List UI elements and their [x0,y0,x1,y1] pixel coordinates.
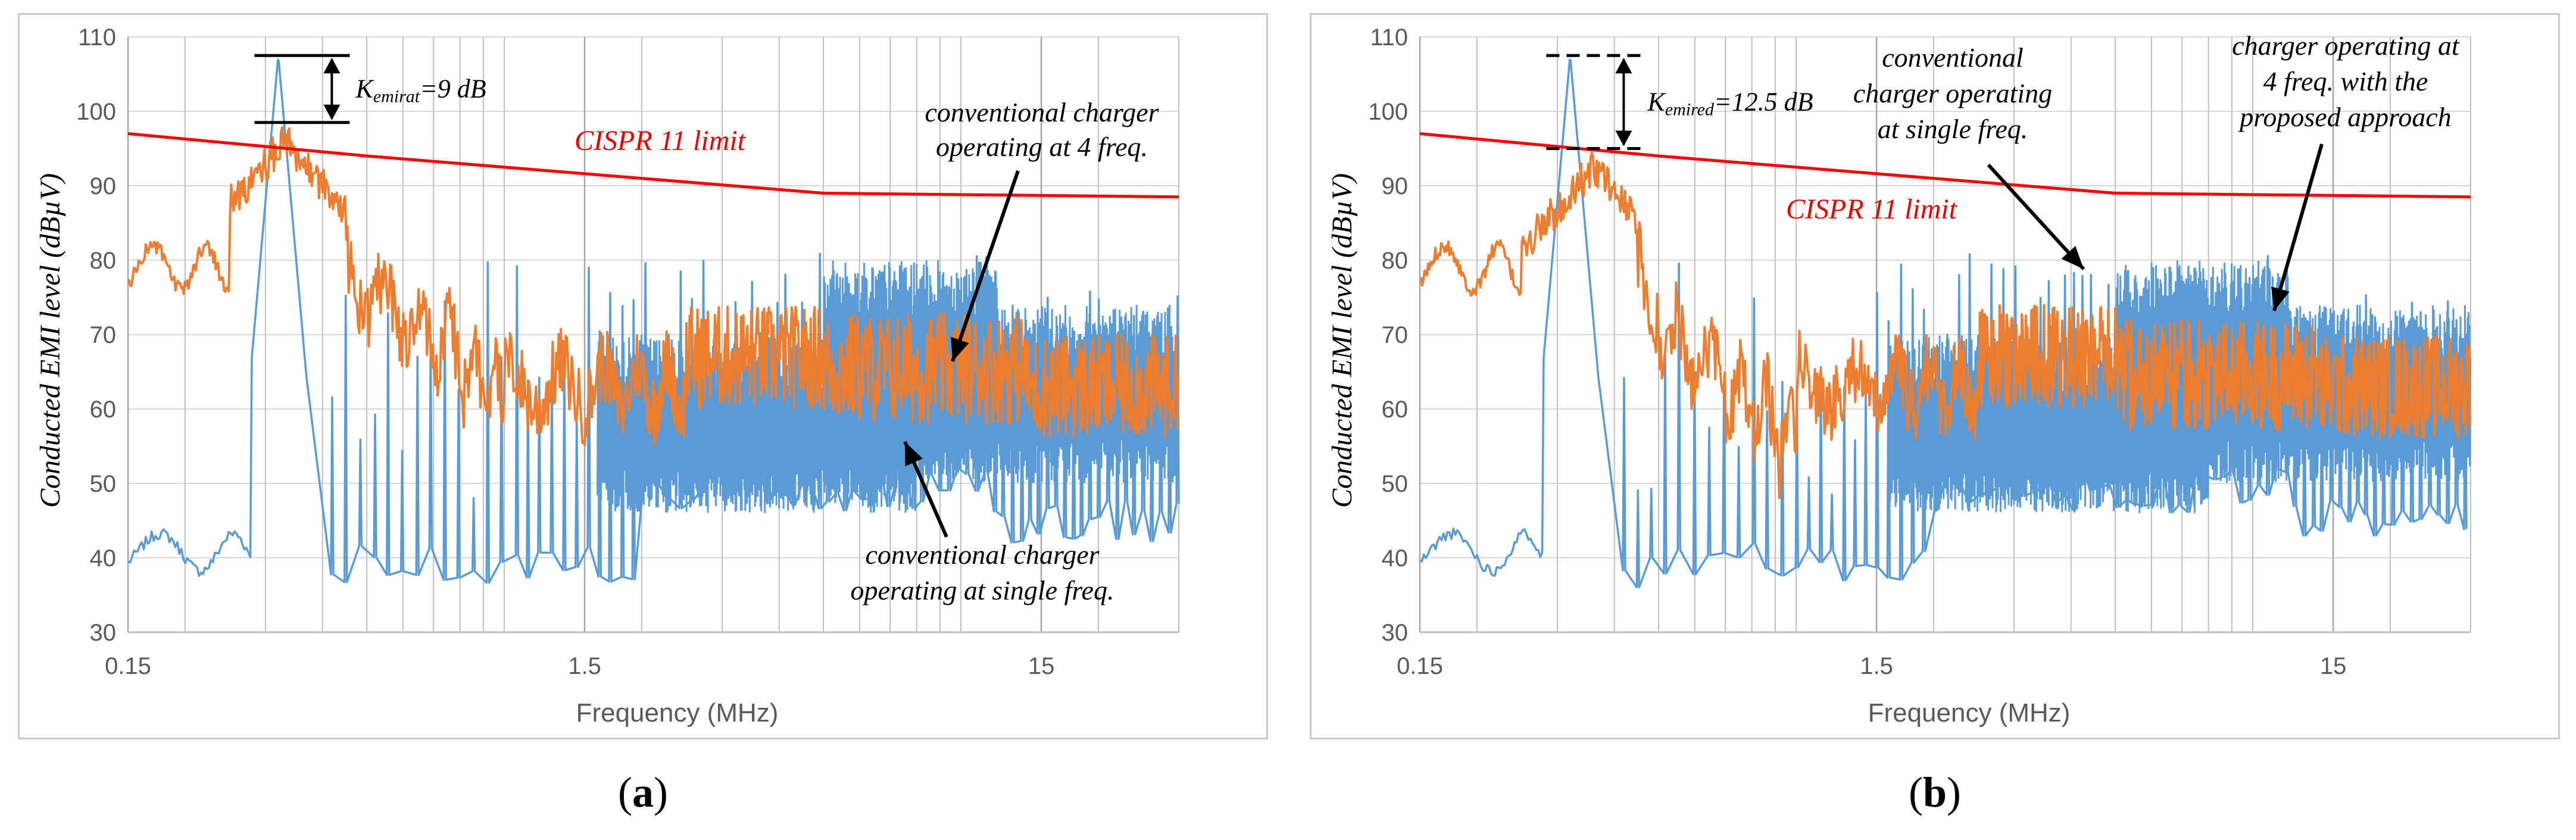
y-tick-label: 70 [90,322,117,348]
y-tick-label: 70 [1382,322,1409,348]
y-tick-label: 90 [1382,173,1409,199]
emi-chart-b: 30 40 50 60 70 80 90 100 110 0.15 1.5 15 Frequency (… [1326,24,2471,727]
orange-series-label: operating at 4 freq. [936,132,1148,162]
x-axis-title: Frequency (MHz) [1868,698,2071,727]
x-tick-label: 15 [1028,653,1055,679]
limit-label: CISPR 11 limit [1786,193,1958,225]
k-label: Kemired=12.5 dB [1647,87,1813,119]
series-line-4-freq [127,126,1179,446]
blue-arrow-head [905,442,923,467]
y-tick-label: 110 [78,24,116,51]
orange-arrow-shaft [951,170,1020,362]
y-tick-label: 90 [90,173,117,199]
blue-series-label: at single freq. [1878,114,2028,144]
cispr-limit-line [1419,132,2471,199]
blue-series-label: operating at single freq. [851,575,1114,605]
x-tick-label: 15 [2320,653,2347,679]
orange-arrow-shaft [2272,143,2324,311]
blue-series-label: conventional [1882,42,2024,73]
k-arrow-head-down [323,104,341,120]
y-tick-label: 40 [1382,545,1409,572]
k-arrow-head-up [323,58,341,74]
orange-arrow-head [951,336,969,361]
y-tick-label: 80 [1382,248,1409,274]
x-tick-label: 0.15 [1397,653,1443,679]
blue-series-label: conventional charger [865,539,1100,570]
caption-a: (a) [618,769,668,816]
y-axis-title: Conducted EMI level (dBµV) [35,173,66,508]
cispr-limit-line [127,132,1179,199]
orange-series-label: 4 freq. with the [2263,66,2428,96]
k-label: Kemirat=9 dB [355,74,486,107]
chart-panel-a: 30 40 50 60 70 80 90 100 110 0.15 1.5 15 Frequency (… [18,13,1268,739]
limit-label: CISPR 11 limit [574,125,747,157]
y-tick-label: 60 [90,396,117,423]
y-tick-label: 100 [76,99,116,125]
y-axis-title: Conducted EMI level (dBµV) [1326,173,1358,508]
blue-arrow-shaft [1987,163,2085,271]
y-tick-label: 60 [1382,396,1409,423]
series-line-4-freq [1419,151,2471,499]
blue-arrow-head [2061,246,2084,269]
x-tick-label: 1.5 [1860,653,1893,679]
emi-chart-a: 30 40 50 60 70 80 90 100 110 0.15 1.5 15 Frequency (… [35,24,1180,727]
caption-b: (b) [1908,769,1961,816]
y-tick-label: 110 [1370,24,1408,51]
k-arrow-head-down [1615,130,1632,146]
y-tick-label: 30 [1382,620,1409,646]
y-tick-label: 30 [90,620,117,646]
chart-panel-b: 30 40 50 60 70 80 90 100 110 0.15 1.5 15 Frequency (… [1310,13,2560,739]
y-tick-label: 50 [90,471,117,497]
y-tick-label: 100 [1368,99,1408,125]
orange-series-label: proposed approach [2238,102,2452,132]
y-tick-label: 40 [90,545,117,572]
y-tick-label: 50 [1382,471,1409,497]
k-arrow-head-up [1615,58,1632,74]
x-tick-label: 0.15 [105,653,151,679]
orange-arrow-head [2271,286,2290,311]
blue-series-label: charger operating [1853,78,2052,108]
x-tick-label: 1.5 [568,653,601,679]
orange-series-label: conventional charger [925,97,1159,127]
x-axis-title: Frequency (MHz) [576,698,779,727]
y-tick-label: 80 [90,248,117,274]
orange-series-label: charger operating at [2232,30,2460,61]
